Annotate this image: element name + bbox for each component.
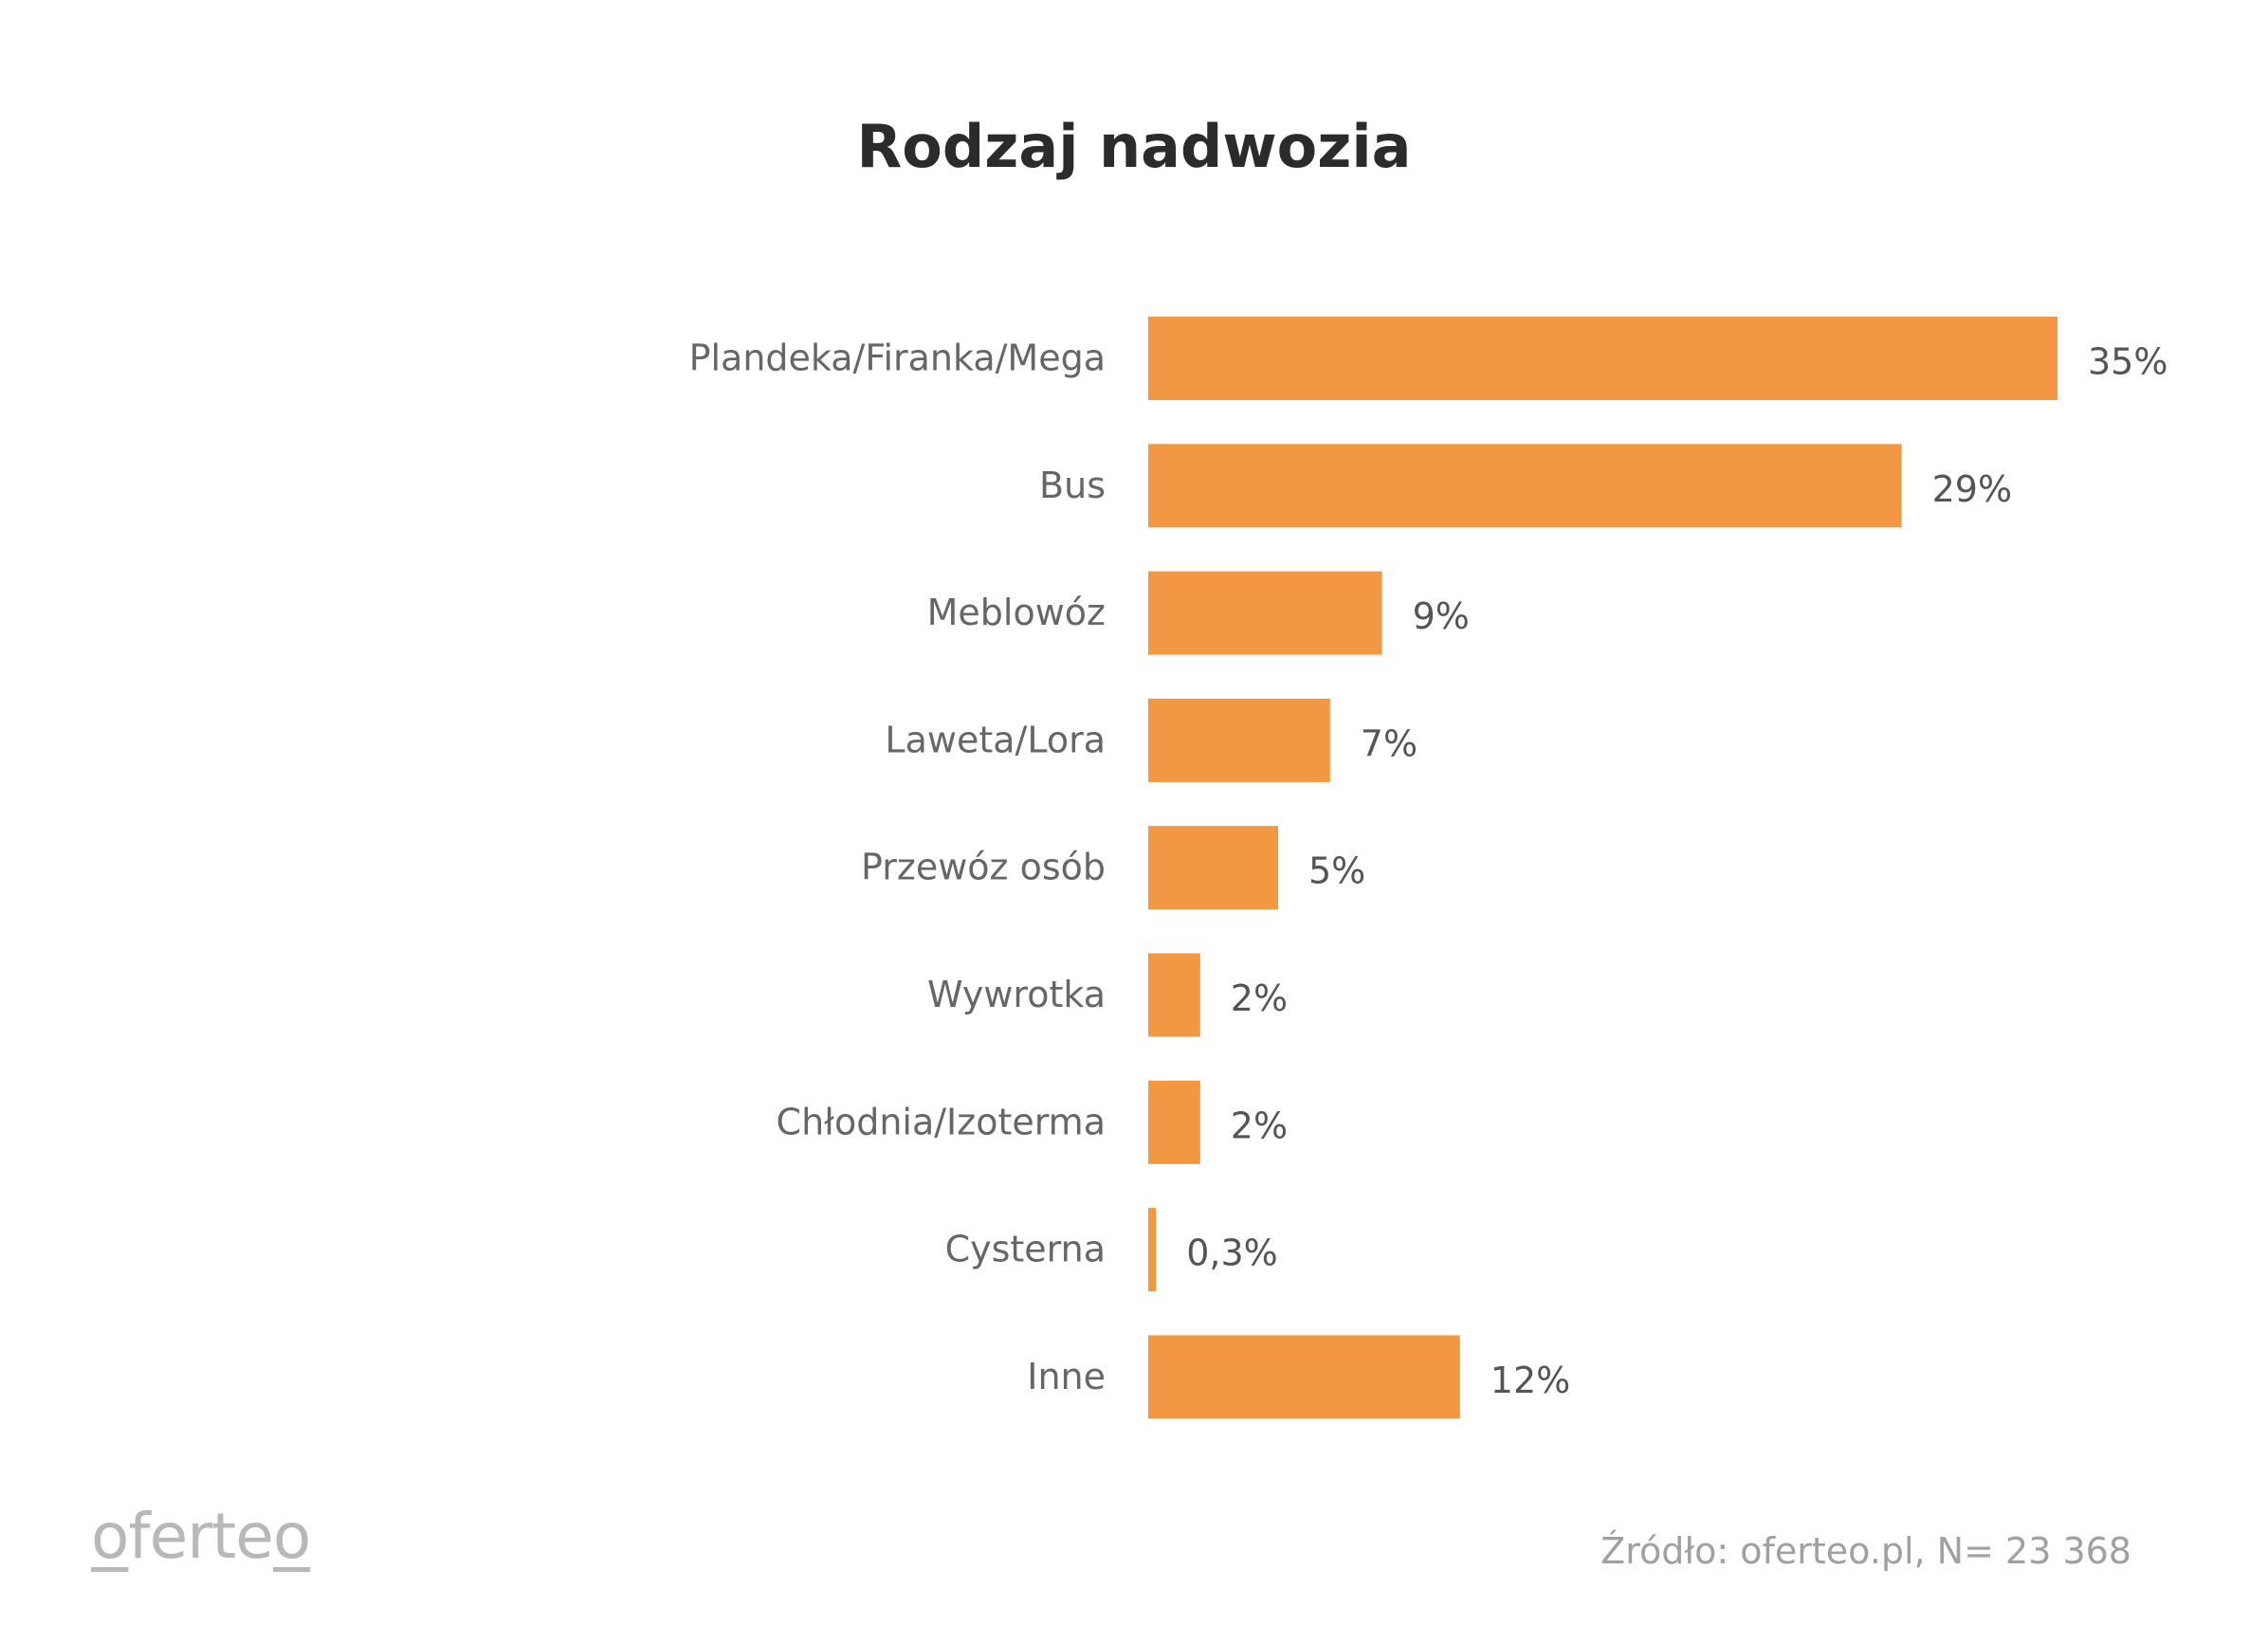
- category-label: Laweta/Lora: [885, 719, 1106, 760]
- logo-text: oferteo: [91, 1500, 311, 1573]
- value-label: 12%: [1491, 1360, 1570, 1401]
- bar: [1148, 1335, 1460, 1419]
- value-label: 9%: [1413, 595, 1470, 637]
- value-label: 2%: [1231, 977, 1288, 1019]
- oferteo-logo: oferteo: [91, 1506, 311, 1568]
- value-label: 7%: [1361, 722, 1418, 764]
- bar: [1148, 953, 1200, 1037]
- bar: [1148, 444, 1902, 528]
- value-labels: 35% 29% 9% 7% 5% 2% 2% 0,3% 12%: [1186, 341, 2167, 1401]
- category-labels: Plandeka/Firanka/Mega Bus Meblowóz Laweta/L…: [689, 338, 1106, 1397]
- category-label: Cysterna: [945, 1229, 1106, 1270]
- bar: [1148, 698, 1330, 782]
- bar: [1148, 571, 1382, 655]
- value-label: 0,3%: [1186, 1232, 1278, 1274]
- chart-title: Rodzaj nadwozia: [856, 112, 1412, 181]
- value-label: 35%: [2088, 341, 2167, 383]
- bars-layer: [1148, 317, 2058, 1419]
- bar: [1148, 826, 1278, 910]
- bar: [1148, 317, 2058, 400]
- value-label: 5%: [1308, 850, 1365, 892]
- value-label: 29%: [1932, 468, 2012, 510]
- value-label: 2%: [1231, 1104, 1288, 1146]
- bar: [1148, 1208, 1157, 1292]
- bar: [1148, 1080, 1200, 1164]
- category-label: Bus: [1039, 465, 1106, 506]
- category-label: Przewóz osób: [861, 847, 1106, 888]
- category-label: Inne: [1027, 1356, 1106, 1397]
- category-label: Wywrotka: [927, 974, 1106, 1015]
- category-label: Chłodnia/Izoterma: [777, 1101, 1106, 1142]
- category-label: Plandeka/Firanka/Mega: [689, 338, 1106, 379]
- category-label: Meblowóz: [927, 592, 1106, 633]
- source-note: Źródło: oferteo.pl, N= 23 368: [1600, 1530, 2131, 1572]
